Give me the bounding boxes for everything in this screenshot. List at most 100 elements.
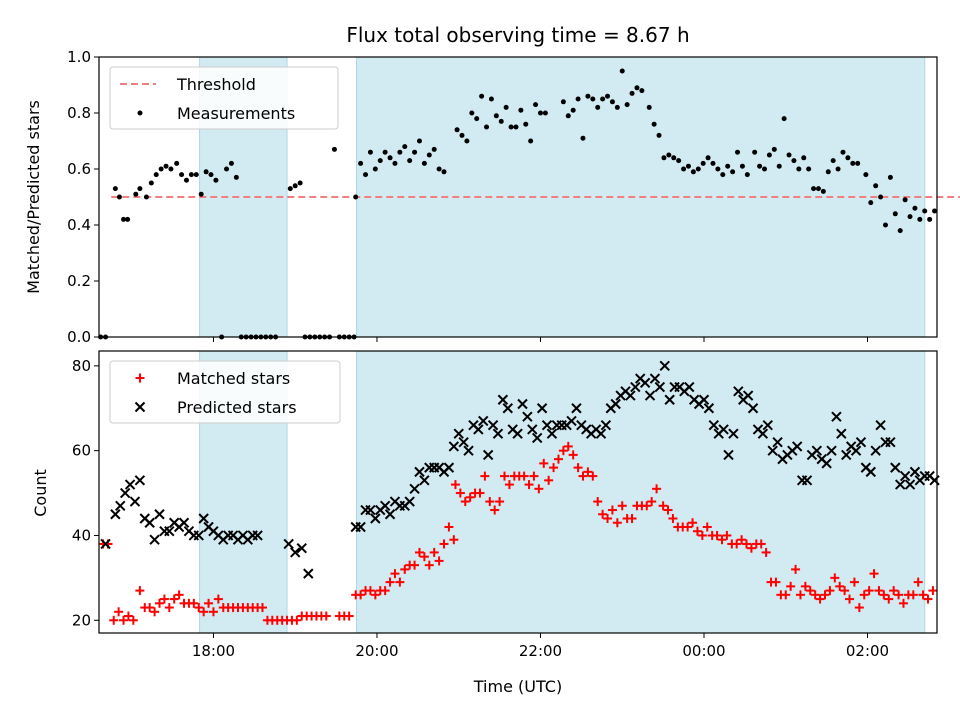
- data-point: [529, 471, 539, 481]
- data-point: [487, 420, 499, 431]
- data-point: [512, 428, 523, 439]
- data-point: [508, 124, 514, 130]
- data-point: [429, 547, 439, 557]
- data-point: [681, 166, 687, 172]
- observing-window: [356, 350, 926, 634]
- data-point: [639, 377, 651, 389]
- data-point: [504, 480, 514, 490]
- data-point: [549, 463, 559, 473]
- data-point: [821, 458, 832, 469]
- data-point: [600, 420, 612, 431]
- data-point: [458, 436, 469, 448]
- data-point: [781, 116, 787, 122]
- data-point: [710, 160, 716, 166]
- data-point: [771, 146, 777, 152]
- data-point: [902, 197, 908, 203]
- data-point: [144, 517, 155, 528]
- data-point: [887, 174, 893, 180]
- data-point: [384, 509, 396, 520]
- data-point: [460, 497, 470, 507]
- data-point: [213, 177, 219, 183]
- data-point: [454, 127, 460, 133]
- data-point: [791, 441, 803, 452]
- data-point: [189, 598, 199, 608]
- data-point: [193, 172, 199, 178]
- data-point: [870, 445, 881, 456]
- data-point: [178, 517, 190, 528]
- data-point: [534, 484, 544, 494]
- data-point: [840, 149, 846, 155]
- data-point: [125, 216, 131, 222]
- data-point: [137, 186, 143, 192]
- data-point: [864, 586, 874, 596]
- data-point: [642, 501, 652, 511]
- y-tick-label: 0.6: [67, 160, 91, 178]
- data-point: [566, 415, 577, 427]
- data-point: [595, 428, 607, 439]
- data-point: [537, 110, 543, 116]
- data-point: [565, 113, 571, 119]
- data-point: [825, 586, 835, 596]
- data-point: [671, 155, 677, 161]
- data-point: [664, 394, 675, 405]
- data-point: [412, 149, 418, 155]
- data-point: [651, 121, 657, 127]
- data-point: [831, 411, 842, 422]
- data-point: [536, 403, 548, 414]
- data-point: [114, 607, 124, 617]
- data-point: [690, 169, 696, 175]
- data-point: [820, 188, 826, 194]
- data-point: [715, 166, 721, 172]
- data-point: [541, 420, 553, 431]
- data-point: [110, 509, 121, 520]
- data-point: [598, 509, 608, 519]
- data-point: [168, 166, 174, 172]
- data-point: [580, 135, 586, 141]
- data-point: [634, 85, 640, 91]
- data-point: [744, 172, 750, 178]
- data-point: [815, 594, 825, 604]
- data-point: [873, 183, 879, 189]
- count-y-ticks: 20 40 60 80: [72, 357, 99, 629]
- data-point: [116, 194, 122, 200]
- data-point: [668, 514, 678, 524]
- data-point: [179, 172, 185, 178]
- data-point: [503, 104, 509, 110]
- data-point: [830, 573, 840, 583]
- data-point: [676, 158, 682, 164]
- data-point: [436, 166, 442, 172]
- x-tick-label: 02:00: [846, 642, 889, 660]
- data-point: [811, 186, 817, 192]
- data-point: [224, 166, 230, 172]
- measurement-points: [98, 68, 938, 340]
- data-point: [493, 113, 499, 119]
- data-point: [771, 577, 781, 587]
- data-point: [624, 102, 630, 108]
- data-point: [890, 462, 901, 473]
- data-point: [639, 88, 645, 94]
- data-point: [739, 163, 745, 169]
- data-point: [367, 149, 373, 155]
- data-point: [395, 577, 405, 587]
- y-tick-label: 0.0: [67, 328, 91, 346]
- data-point: [321, 611, 331, 621]
- data-point: [850, 160, 856, 166]
- data-point: [390, 569, 400, 579]
- data-point: [647, 497, 657, 507]
- data-point: [485, 497, 495, 507]
- data-point: [296, 542, 307, 554]
- data-point: [533, 102, 539, 108]
- legend-label: Measurements: [177, 104, 295, 123]
- data-point: [913, 577, 923, 587]
- data-point: [845, 155, 851, 161]
- data-point: [370, 513, 381, 524]
- data-point: [283, 538, 294, 550]
- data-point: [183, 177, 189, 183]
- data-point: [228, 160, 234, 166]
- data-point: [757, 163, 763, 169]
- data-point: [868, 200, 874, 206]
- data-point: [825, 169, 831, 175]
- data-point: [786, 152, 792, 158]
